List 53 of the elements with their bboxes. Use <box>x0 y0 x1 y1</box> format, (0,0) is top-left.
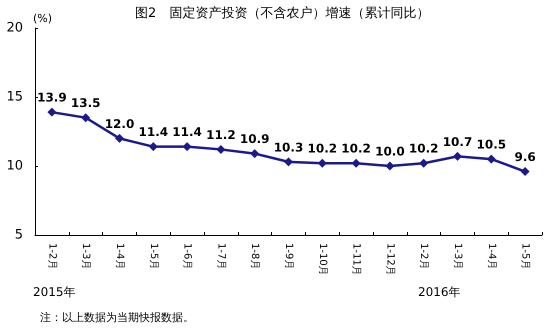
point <box>148 142 158 152</box>
x-tick-label: 1-10月 <box>316 243 328 276</box>
point <box>385 162 394 170</box>
x-tick-label: 1-2月 <box>418 243 430 270</box>
x-tick-label: 1-8月 <box>249 243 260 270</box>
point <box>486 154 496 164</box>
text: 10.0 <box>375 144 405 158</box>
x-tick-label: 1-4月 <box>486 243 497 270</box>
text: 注：以上数据为当期快报数据。 <box>40 311 194 324</box>
x-tick-label: 1-5月 <box>520 243 531 270</box>
point <box>284 157 293 166</box>
x-tick-label: 1-7月 <box>215 243 226 270</box>
text: 10.2 <box>307 142 338 156</box>
y-tick-label: 5 <box>14 228 23 242</box>
point <box>250 149 260 158</box>
point <box>453 152 462 161</box>
x-tick-label: 1-3月 <box>452 243 463 270</box>
text: 13.9 <box>37 90 67 105</box>
point <box>81 113 90 122</box>
text: 2016年 <box>418 285 461 299</box>
y-tick-label: 15 <box>6 90 23 104</box>
x-tick-label: 1-9月 <box>283 243 294 270</box>
text: 10.3 <box>274 140 304 154</box>
text: 11.4 <box>138 125 168 140</box>
text: 12.0 <box>104 116 134 131</box>
x-tick-label: 1-3月 <box>80 243 92 270</box>
x-tick-label: 1-4月 <box>114 243 125 270</box>
point <box>520 167 530 176</box>
text: 10.9 <box>240 132 270 146</box>
text: 10.2 <box>341 142 371 156</box>
text: 10.5 <box>476 138 506 152</box>
point <box>216 144 226 154</box>
point <box>47 108 56 117</box>
x-tick-label: 1-6月 <box>182 243 193 270</box>
text: 11.4 <box>172 125 202 140</box>
x-tick-label: 1-2月 <box>46 243 58 270</box>
text: 10.7 <box>442 134 472 149</box>
text: 9.6 <box>514 150 536 164</box>
point <box>182 142 192 152</box>
point <box>352 158 361 168</box>
text: 11.2 <box>206 128 236 142</box>
text: 13.5 <box>70 96 101 110</box>
point <box>419 158 428 168</box>
y-tick-label: 20 <box>6 20 23 36</box>
y-tick-label: 10 <box>6 158 23 174</box>
x-tick-label: 1-12月 <box>384 243 396 276</box>
x-tick-label: 1-5月 <box>148 243 159 270</box>
point <box>115 134 124 143</box>
x-tick-label: 1-11月 <box>350 243 362 276</box>
text: 2015年 <box>33 285 76 299</box>
text: 10.2 <box>408 142 439 156</box>
y-axis-title: (%) <box>33 12 52 25</box>
chart-title: 图2 固定资产投资（不含农户）增速（累计同比） <box>135 6 430 21</box>
